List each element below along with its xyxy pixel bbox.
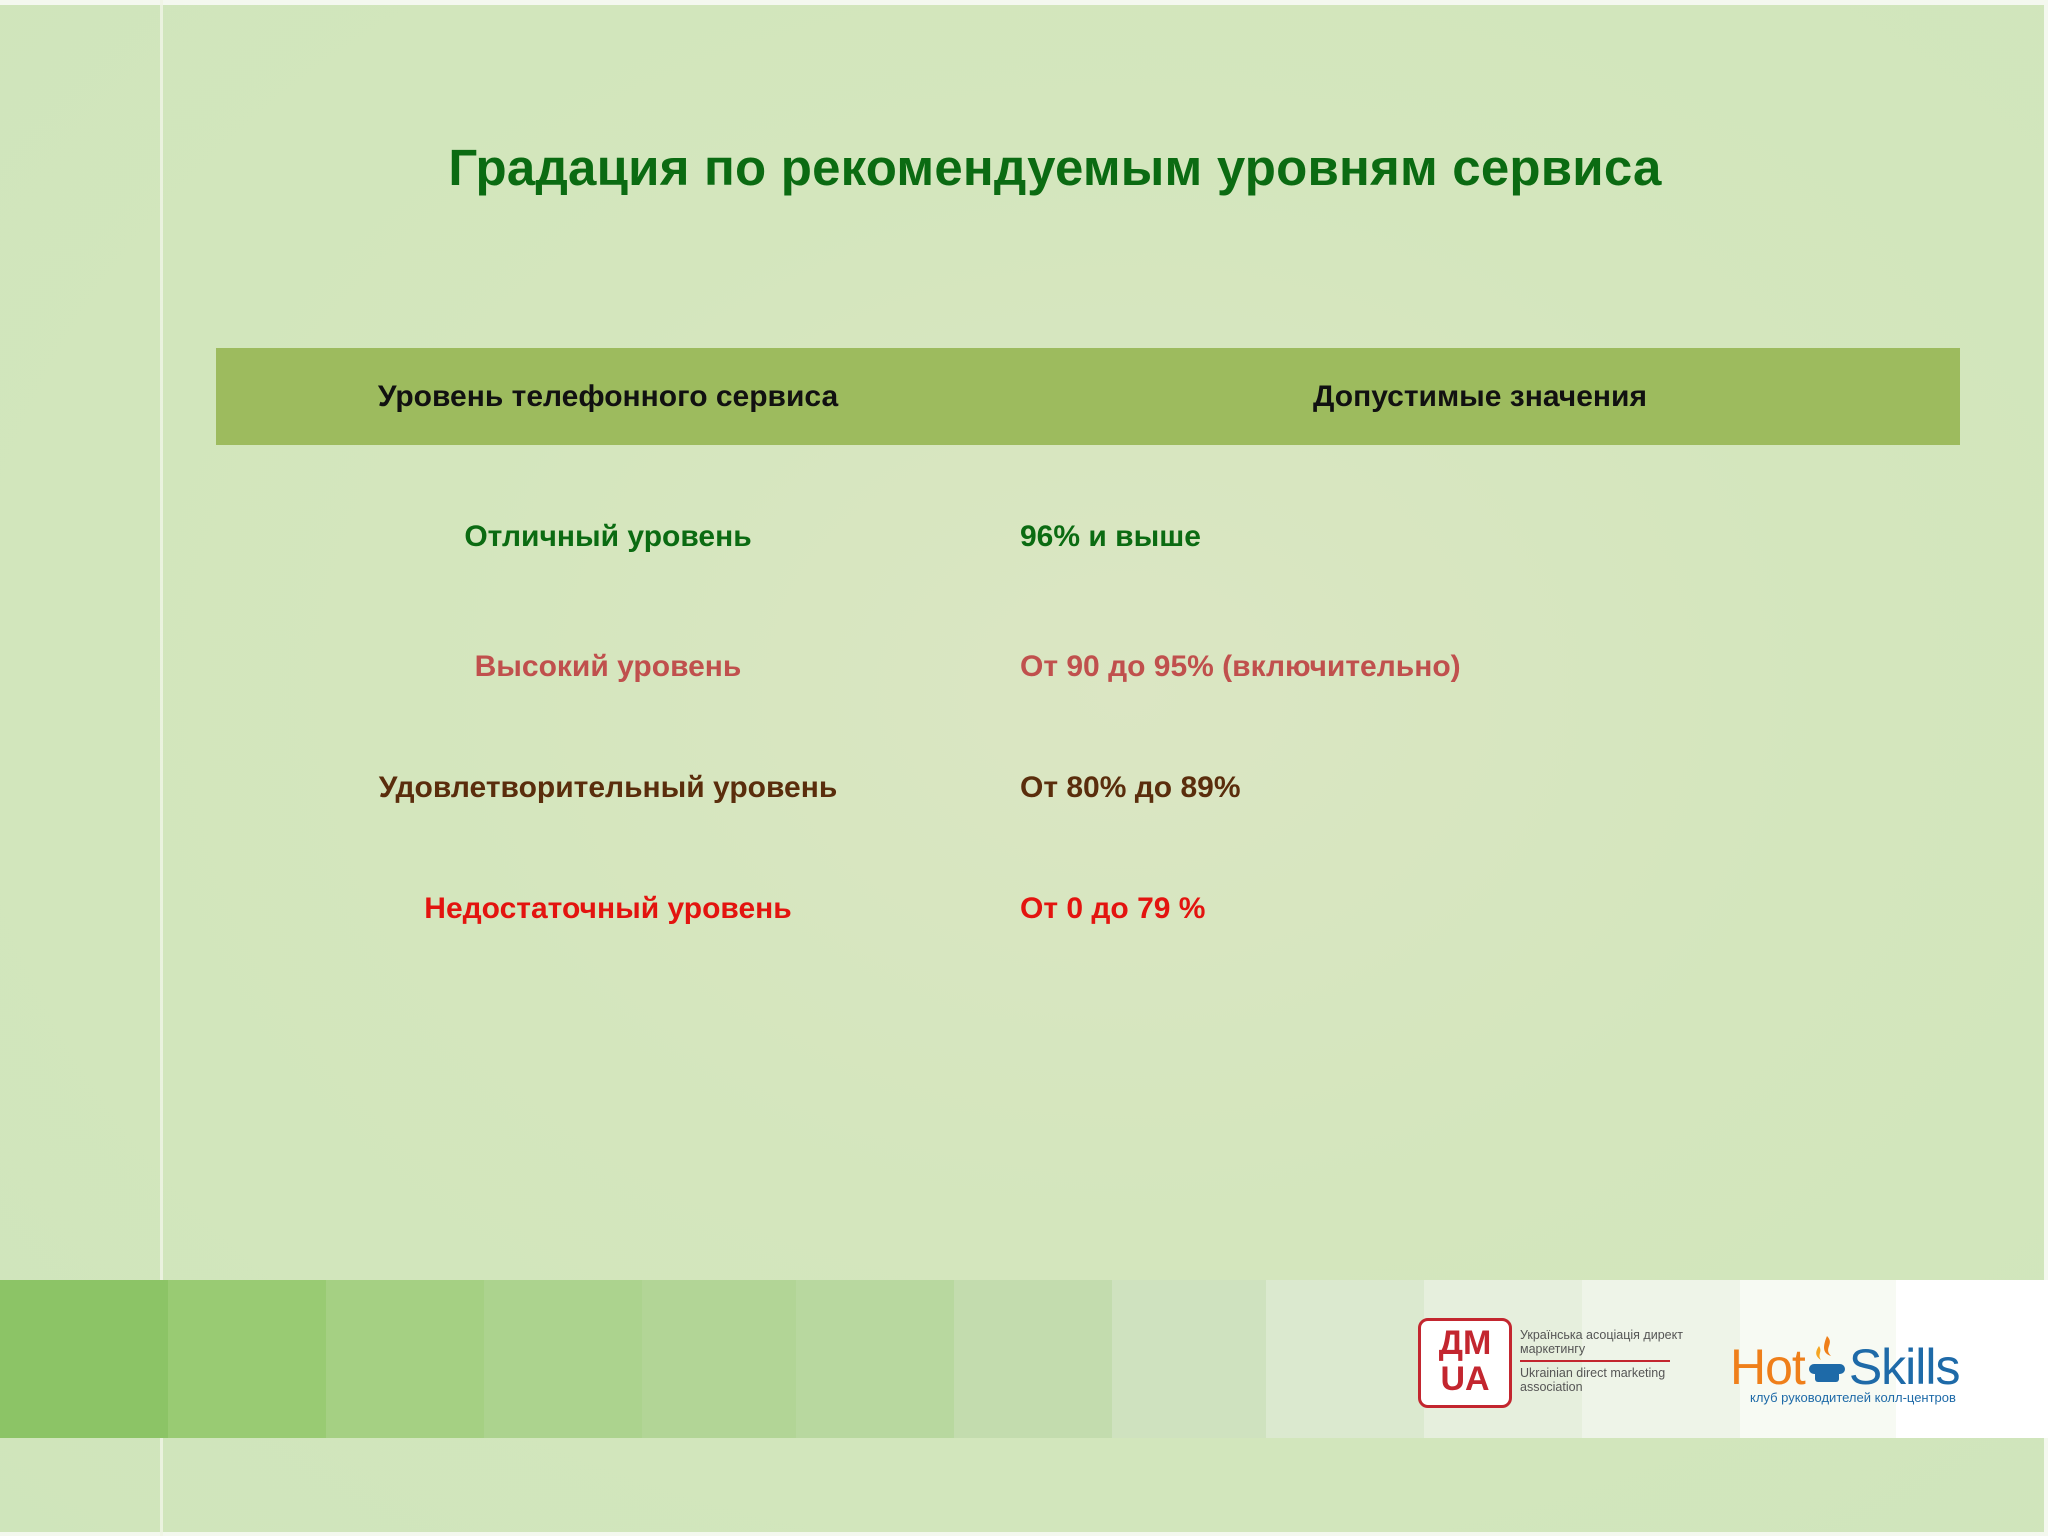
row-value: 96% и выше bbox=[1020, 520, 1201, 553]
header-values: Допустимые значения bbox=[1313, 379, 1647, 413]
row-level: Удовлетворительный уровень bbox=[378, 771, 838, 804]
footer-square bbox=[1266, 1280, 1424, 1438]
table-header: Уровень телефонного сервиса Допустимые з… bbox=[216, 348, 1960, 445]
footer-square bbox=[642, 1280, 796, 1438]
row-value: От 0 до 79 % bbox=[1020, 892, 1206, 925]
footer-band bbox=[0, 1280, 2048, 1438]
service-level-table: Уровень телефонного сервиса Допустимые з… bbox=[216, 348, 1960, 925]
footer-square bbox=[1112, 1280, 1266, 1438]
footer-square bbox=[954, 1280, 1112, 1438]
footer-square bbox=[796, 1280, 954, 1438]
footer-square bbox=[1896, 1280, 2048, 1438]
table-row: Высокий уровень От 90 до 95% (включитель… bbox=[216, 644, 1960, 690]
row-level: Недостаточный уровень bbox=[424, 892, 792, 925]
dma-ua-logo: ДМ UA Українська асоціація директ маркет… bbox=[1418, 1318, 1683, 1412]
footer-square bbox=[0, 1280, 168, 1438]
hotskills-logo: Hot Skills клуб руководителей колл-центро… bbox=[1730, 1310, 1970, 1410]
dma-ua-badge: ДМ UA bbox=[1418, 1318, 1512, 1408]
table-row: Отличный уровень 96% и выше bbox=[216, 514, 1960, 560]
frame-top-border bbox=[0, 0, 2048, 5]
frame-bottom-border bbox=[0, 1532, 2048, 1536]
footer-square bbox=[1740, 1280, 1896, 1438]
footer-square bbox=[326, 1280, 484, 1438]
table-row: Недостаточный уровень От 0 до 79 % bbox=[216, 886, 1960, 932]
footer-square bbox=[484, 1280, 642, 1438]
dma-ua-text: Українська асоціація директ маркетингу U… bbox=[1520, 1328, 1683, 1394]
footer-square bbox=[1582, 1280, 1740, 1438]
footer-square bbox=[168, 1280, 326, 1438]
header-level: Уровень телефонного сервиса bbox=[377, 379, 839, 413]
row-level: Отличный уровень bbox=[464, 520, 752, 553]
row-value: От 90 до 95% (включительно) bbox=[1020, 650, 1461, 683]
frame-right-border bbox=[2044, 0, 2048, 1536]
row-value: От 80% до 89% bbox=[1020, 771, 1241, 804]
table-row: Удовлетворительный уровень От 80% до 89% bbox=[216, 765, 1960, 811]
vertical-divider bbox=[160, 0, 163, 1536]
phone-fire-icon bbox=[1805, 1334, 1849, 1392]
slide-title: Градация по рекомендуемым уровням сервис… bbox=[448, 139, 1662, 196]
row-level: Высокий уровень bbox=[474, 650, 742, 683]
